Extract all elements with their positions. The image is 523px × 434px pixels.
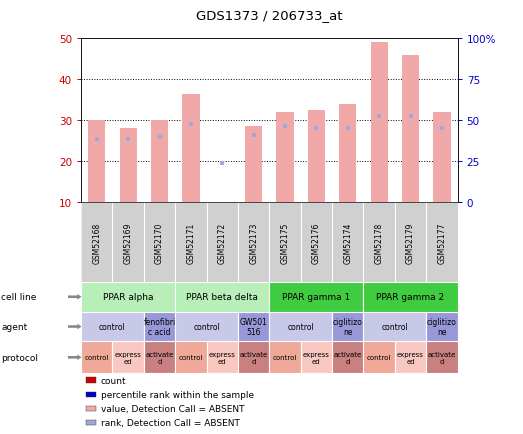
- Text: PPAR beta delta: PPAR beta delta: [186, 293, 258, 302]
- Bar: [433, 113, 450, 203]
- Bar: [175, 342, 207, 373]
- Text: GW501
516: GW501 516: [240, 317, 268, 336]
- Bar: [269, 342, 301, 373]
- Bar: [175, 312, 238, 342]
- Bar: [119, 129, 137, 203]
- Bar: [81, 312, 144, 342]
- Text: count: count: [101, 376, 127, 385]
- Text: GSM52171: GSM52171: [186, 222, 196, 263]
- Text: express
ed: express ed: [115, 351, 142, 364]
- Bar: [151, 121, 168, 203]
- Bar: [182, 94, 199, 203]
- Text: rank, Detection Call = ABSENT: rank, Detection Call = ABSENT: [101, 418, 240, 427]
- Bar: [363, 282, 458, 312]
- Bar: [332, 312, 363, 342]
- Text: ciglitizo
ne: ciglitizo ne: [333, 317, 363, 336]
- Text: GSM52179: GSM52179: [406, 222, 415, 263]
- Text: fenofibri
c acid: fenofibri c acid: [143, 317, 176, 336]
- Text: cell line: cell line: [1, 293, 37, 302]
- Text: value, Detection Call = ABSENT: value, Detection Call = ABSENT: [101, 404, 244, 413]
- Bar: [363, 312, 426, 342]
- Text: control: control: [367, 355, 391, 361]
- Text: GDS1373 / 206733_at: GDS1373 / 206733_at: [196, 9, 343, 22]
- Text: control: control: [85, 355, 109, 361]
- Text: GSM52175: GSM52175: [280, 222, 290, 263]
- Text: activate
d: activate d: [334, 351, 362, 364]
- Text: control: control: [193, 322, 220, 331]
- Text: GSM52177: GSM52177: [437, 222, 447, 263]
- Text: GSM52174: GSM52174: [343, 222, 353, 263]
- Bar: [144, 312, 175, 342]
- Bar: [301, 342, 332, 373]
- Text: express
ed: express ed: [209, 351, 236, 364]
- Text: GSM52170: GSM52170: [155, 222, 164, 263]
- Bar: [207, 342, 238, 373]
- Text: activate
d: activate d: [428, 351, 456, 364]
- Text: GSM52169: GSM52169: [123, 222, 133, 263]
- Text: control: control: [273, 355, 297, 361]
- Text: GSM52178: GSM52178: [374, 222, 384, 263]
- Text: express
ed: express ed: [303, 351, 330, 364]
- Bar: [308, 111, 325, 203]
- Text: GSM52168: GSM52168: [92, 222, 101, 263]
- Bar: [426, 312, 458, 342]
- Text: activate
d: activate d: [145, 351, 174, 364]
- Text: express
ed: express ed: [397, 351, 424, 364]
- Bar: [269, 282, 363, 312]
- Bar: [402, 56, 419, 203]
- Bar: [276, 113, 293, 203]
- Bar: [238, 342, 269, 373]
- Bar: [175, 282, 269, 312]
- Text: percentile rank within the sample: percentile rank within the sample: [101, 390, 254, 399]
- Bar: [112, 342, 144, 373]
- Bar: [88, 121, 105, 203]
- Bar: [395, 342, 426, 373]
- Bar: [363, 342, 395, 373]
- Bar: [81, 282, 175, 312]
- Bar: [238, 312, 269, 342]
- Text: agent: agent: [1, 322, 27, 331]
- Bar: [370, 43, 388, 203]
- Bar: [81, 342, 112, 373]
- Text: control: control: [381, 322, 408, 331]
- Text: PPAR alpha: PPAR alpha: [103, 293, 153, 302]
- Text: activate
d: activate d: [240, 351, 268, 364]
- Bar: [245, 127, 262, 203]
- Text: GSM52173: GSM52173: [249, 222, 258, 263]
- Text: control: control: [179, 355, 203, 361]
- Bar: [269, 312, 332, 342]
- Bar: [426, 342, 458, 373]
- Bar: [339, 105, 356, 203]
- Text: ciglitizo
ne: ciglitizo ne: [427, 317, 457, 336]
- Text: protocol: protocol: [1, 353, 38, 362]
- Text: PPAR gamma 2: PPAR gamma 2: [377, 293, 445, 302]
- Bar: [144, 342, 175, 373]
- Text: control: control: [287, 322, 314, 331]
- Bar: [332, 342, 363, 373]
- Text: PPAR gamma 1: PPAR gamma 1: [282, 293, 350, 302]
- Text: control: control: [99, 322, 126, 331]
- Text: GSM52172: GSM52172: [218, 222, 227, 263]
- Text: GSM52176: GSM52176: [312, 222, 321, 263]
